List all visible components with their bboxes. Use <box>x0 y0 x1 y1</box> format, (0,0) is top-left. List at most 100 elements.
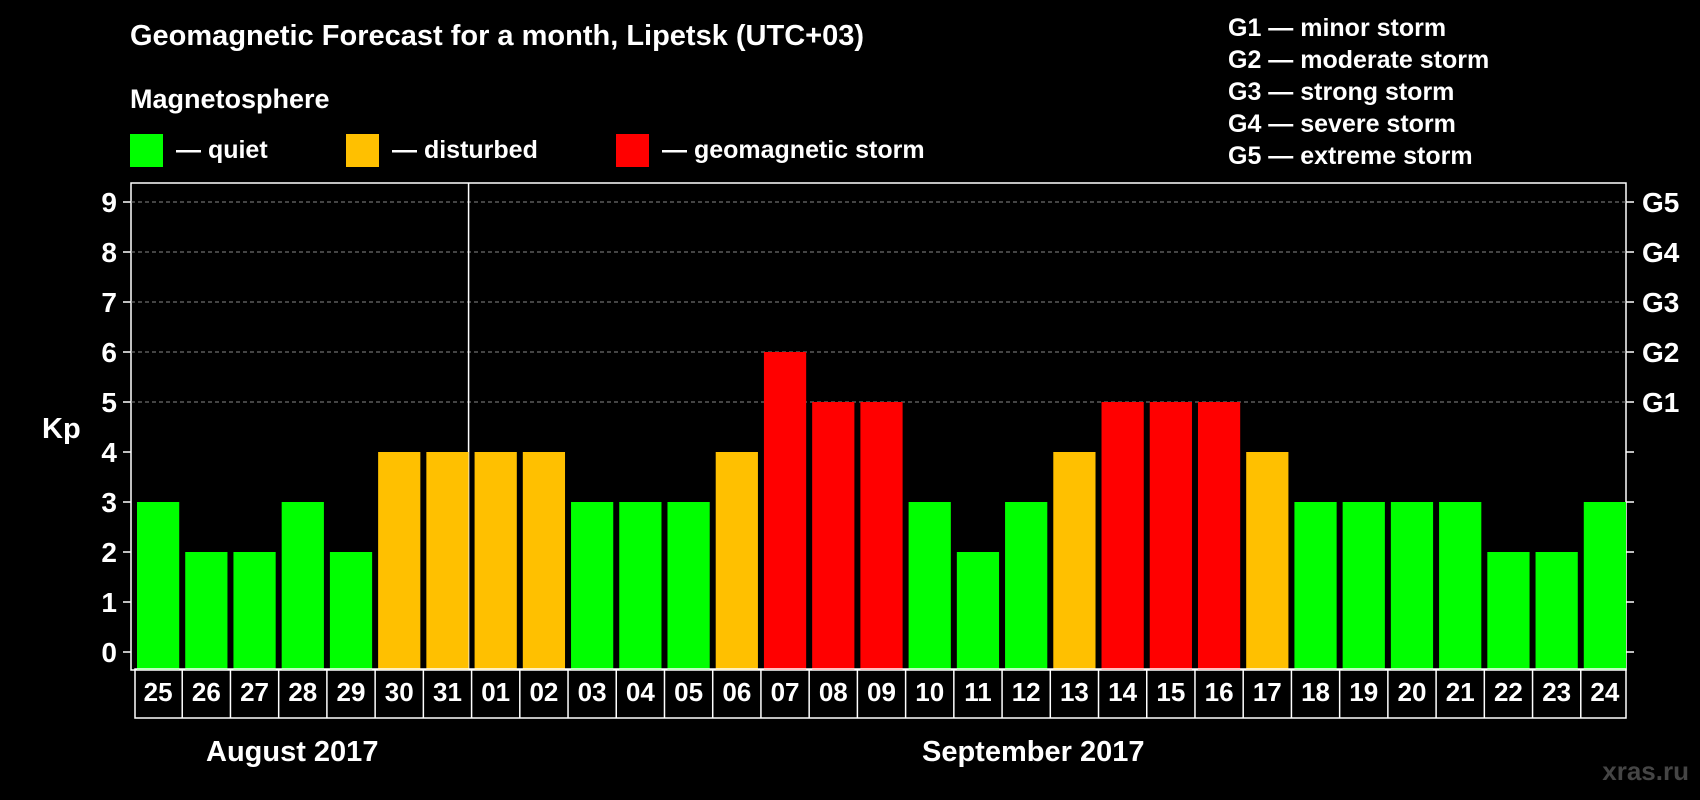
month-label-september: September 2017 <box>922 736 1145 768</box>
kp-bar <box>1535 552 1578 670</box>
x-tick-label: 11 <box>964 677 992 707</box>
quiet-swatch <box>130 133 163 167</box>
x-tick-label: 02 <box>529 677 558 707</box>
y-tick-label: 8 <box>101 237 117 268</box>
y-tick-label: 1 <box>101 587 117 618</box>
legend-item-quiet: — quiet <box>130 133 268 167</box>
x-tick-label: 18 <box>1301 677 1330 707</box>
y-tick-label: 4 <box>101 437 117 468</box>
kp-bar <box>426 452 469 670</box>
kp-bar <box>1197 402 1241 670</box>
x-tick-label: 05 <box>674 677 703 707</box>
legend-item-storm: — geomagnetic storm <box>616 133 925 167</box>
kp-bar <box>1149 402 1192 670</box>
kp-bar <box>1294 502 1337 670</box>
storm-level-list: G1 — minor storm G2 — moderate storm G3 … <box>1228 12 1489 172</box>
kp-bar <box>1583 502 1626 670</box>
kp-bar <box>233 552 276 670</box>
y-tick-label: 6 <box>101 337 117 368</box>
x-tick-label: 17 <box>1253 677 1282 707</box>
kp-bar <box>619 502 662 670</box>
kp-bar <box>1439 502 1482 670</box>
chart-title: Geomagnetic Forecast for a month, Lipets… <box>130 20 865 52</box>
x-tick-label: 26 <box>192 677 221 707</box>
x-tick-label: 31 <box>433 677 462 707</box>
x-tick-label: 21 <box>1446 677 1475 707</box>
storm-level-tick-label: G5 <box>1642 187 1679 218</box>
date-row-frame <box>134 668 1627 719</box>
kp-bar <box>281 502 324 670</box>
legend-item-disturbed: — disturbed <box>346 133 538 167</box>
kp-bar <box>329 552 373 670</box>
kp-bar <box>1053 452 1096 670</box>
storm-level-g2: G2 — moderate storm <box>1228 46 1490 74</box>
kp-bar <box>763 352 807 670</box>
x-tick-label: 19 <box>1349 677 1378 707</box>
x-tick-label: 03 <box>578 677 607 707</box>
y-tick-label: 2 <box>101 537 117 568</box>
y-tick-label: 7 <box>101 287 117 318</box>
kp-bar <box>860 402 903 670</box>
storm-level-g5: G5 — extreme storm <box>1228 142 1473 170</box>
x-tick-label: 09 <box>867 677 896 707</box>
y-tick-label: 3 <box>101 487 117 518</box>
legend-label-quiet: — quiet <box>176 135 268 164</box>
y-tick-label: 9 <box>101 187 117 218</box>
kp-bar <box>956 552 1000 670</box>
kp-bar <box>137 502 180 670</box>
kp-bar <box>1005 502 1048 670</box>
kp-bar <box>1101 402 1144 670</box>
legend-label-disturbed: — disturbed <box>392 135 538 164</box>
kp-bar <box>908 502 951 670</box>
x-tick-label: 04 <box>626 677 655 707</box>
kp-bar <box>571 502 614 670</box>
kp-bar <box>1246 452 1289 670</box>
x-tick-label: 22 <box>1494 677 1523 707</box>
disturbed-swatch <box>346 133 379 167</box>
x-tick-label: 15 <box>1156 677 1185 707</box>
storm-level-tick-label: G3 <box>1642 287 1679 318</box>
x-tick-label: 28 <box>288 677 317 707</box>
x-tick-label: 01 <box>481 677 510 707</box>
legend-label-storm: — geomagnetic storm <box>662 135 925 164</box>
x-tick-label: 10 <box>915 677 944 707</box>
kp-bar <box>1342 502 1385 670</box>
storm-level-tick-label: G4 <box>1642 237 1680 268</box>
x-tick-label: 20 <box>1398 677 1427 707</box>
kp-bar <box>185 552 228 670</box>
x-tick-label: 16 <box>1205 677 1234 707</box>
kp-bar <box>1487 552 1530 670</box>
x-tick-label: 08 <box>819 677 848 707</box>
storm-swatch <box>616 133 649 167</box>
storm-level-g3: G3 — strong storm <box>1228 78 1455 106</box>
storm-level-g4: G4 — severe storm <box>1228 110 1456 138</box>
month-label-august: August 2017 <box>206 736 379 768</box>
kp-bar <box>715 452 758 670</box>
kp-bar <box>1390 502 1434 670</box>
x-tick-label: 29 <box>337 677 366 707</box>
storm-level-tick-label: G1 <box>1642 387 1679 418</box>
y-axis-label: Kp <box>42 413 81 445</box>
storm-level-g1: G1 — minor storm <box>1228 14 1447 42</box>
x-tick-label: 14 <box>1108 677 1137 707</box>
y-tick-label: 5 <box>101 387 117 418</box>
x-tick-label: 24 <box>1590 677 1619 707</box>
kp-bar <box>378 452 421 670</box>
x-tick-label: 23 <box>1542 677 1571 707</box>
kp-bar <box>812 402 855 670</box>
x-tick-label: 07 <box>771 677 800 707</box>
y-tick-label: 0 <box>101 637 117 668</box>
x-tick-label: 06 <box>722 677 751 707</box>
x-tick-label: 30 <box>385 677 414 707</box>
storm-level-tick-label: G2 <box>1642 337 1679 368</box>
x-tick-label: 25 <box>144 677 173 707</box>
x-tick-label: 13 <box>1060 677 1089 707</box>
x-tick-label: 12 <box>1012 677 1041 707</box>
kp-bar <box>667 502 710 670</box>
kp-bar <box>522 452 566 670</box>
x-tick-label: 27 <box>240 677 269 707</box>
watermark: xras.ru <box>1602 756 1689 786</box>
kp-bar <box>474 452 517 670</box>
legend-heading: Magnetosphere <box>130 84 330 114</box>
